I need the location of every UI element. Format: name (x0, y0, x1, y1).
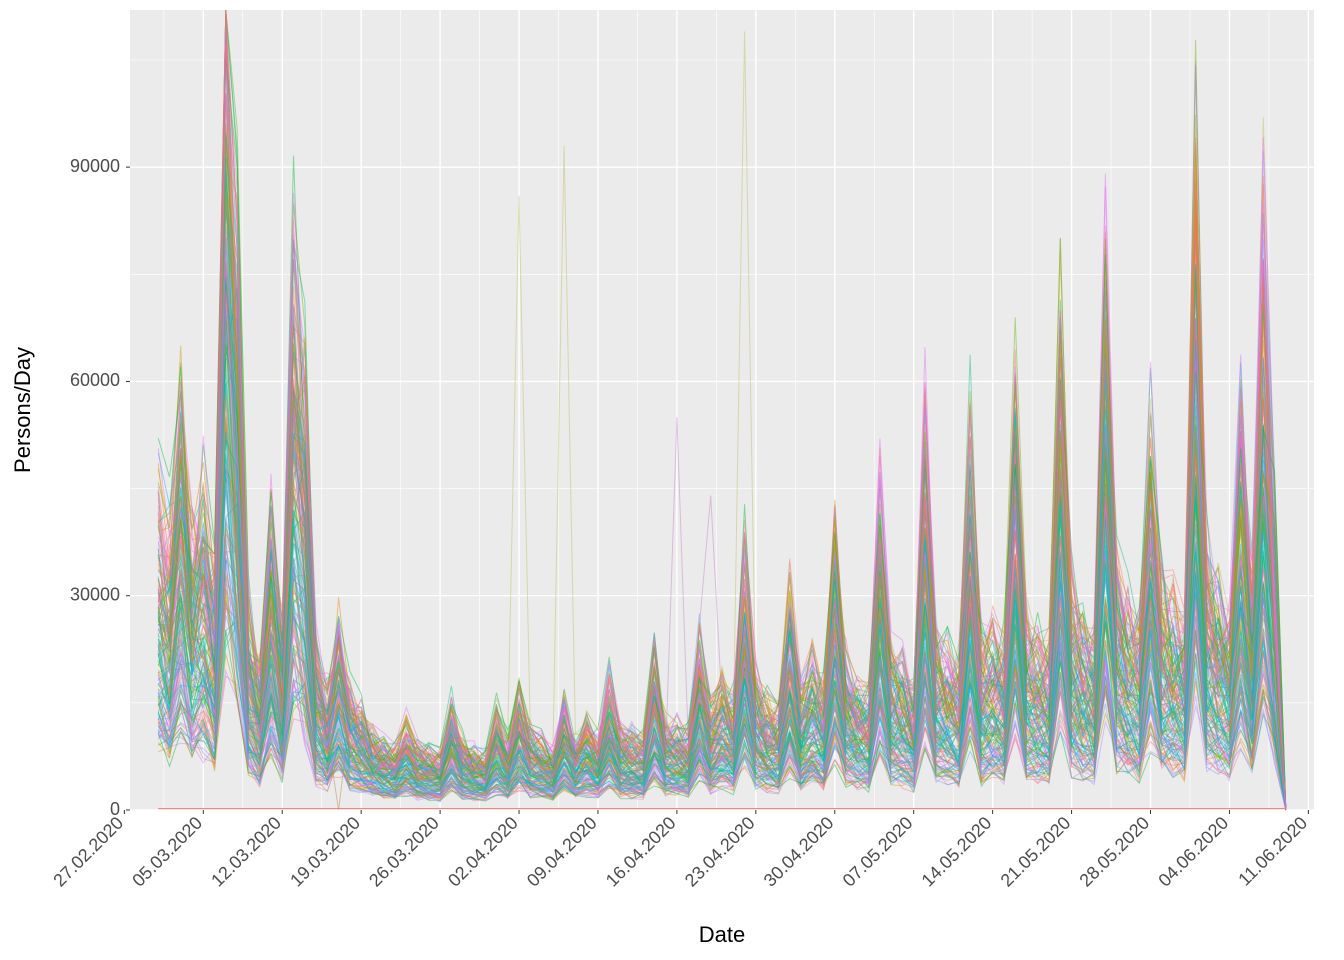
x-tick-label: 23.04.2020 (681, 813, 759, 891)
y-tick-label: 30000 (70, 584, 120, 604)
chart-svg: 030000600009000027.02.202005.03.202012.0… (0, 0, 1344, 960)
y-axis-title: Persons/Day (10, 347, 35, 473)
x-tick-label: 05.03.2020 (128, 813, 206, 891)
x-tick-label: 26.03.2020 (365, 813, 443, 891)
x-tick-label: 02.04.2020 (444, 813, 522, 891)
y-tick-label: 90000 (70, 156, 120, 176)
x-tick-label: 11.06.2020 (1234, 813, 1311, 890)
y-tick-label: 60000 (70, 370, 120, 390)
x-tick-label: 21.05.2020 (997, 813, 1075, 891)
x-tick-label: 16.04.2020 (602, 813, 680, 891)
x-tick-label: 12.03.2020 (207, 813, 285, 891)
x-tick-label: 28.05.2020 (1075, 813, 1153, 891)
chart-container: 030000600009000027.02.202005.03.202012.0… (0, 0, 1344, 960)
x-tick-label: 30.04.2020 (760, 813, 838, 891)
x-tick-label: 04.06.2020 (1154, 813, 1232, 891)
x-tick-label: 27.02.2020 (49, 813, 127, 891)
x-tick-label: 19.03.2020 (286, 813, 364, 891)
x-tick-label: 07.05.2020 (839, 813, 917, 891)
x-axis-title: Date (699, 922, 745, 947)
x-tick-label: 14.05.2020 (918, 813, 996, 891)
x-tick-label: 09.04.2020 (523, 813, 601, 891)
